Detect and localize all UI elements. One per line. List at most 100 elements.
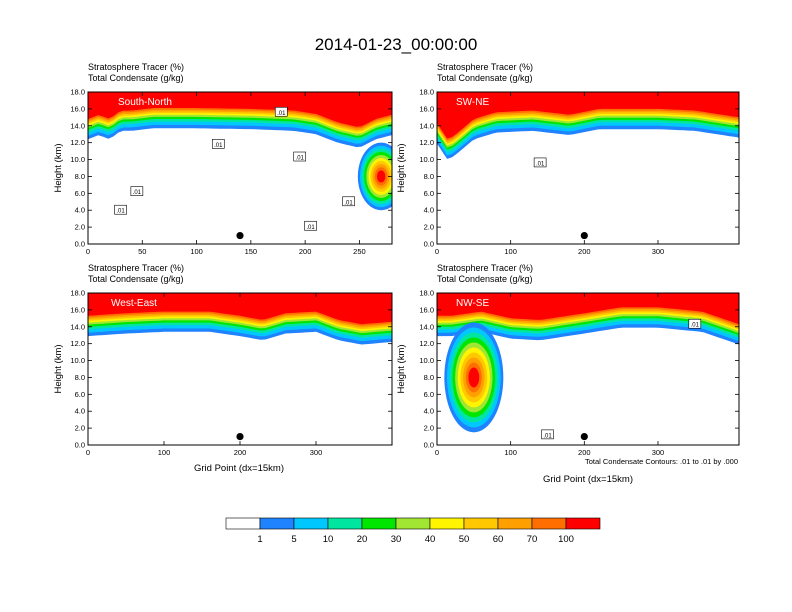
y-tick-label: 4.0 bbox=[75, 407, 85, 416]
contour-label-box bbox=[342, 196, 355, 207]
y-tick-label: 2.0 bbox=[75, 223, 85, 232]
y-tick-label: 8.0 bbox=[75, 373, 85, 382]
panel-name: SW-NE bbox=[456, 97, 489, 108]
tracer-band-10 bbox=[437, 293, 739, 325]
colorbar-swatch bbox=[429, 517, 465, 530]
y-tick-label: 18.0 bbox=[70, 289, 85, 298]
x-tick-label: 100 bbox=[190, 247, 203, 256]
colorbar-swatch bbox=[361, 517, 397, 530]
colorbar-swatch bbox=[565, 517, 601, 530]
site-marker bbox=[236, 432, 244, 441]
plot-frame bbox=[436, 292, 740, 446]
y-tick-label: 12.0 bbox=[70, 339, 85, 348]
colorbar-label: 40 bbox=[425, 534, 436, 545]
panel-subtitle-condensate: Total Condensate (g/kg) bbox=[437, 274, 533, 284]
contour-label-text: .01 bbox=[344, 200, 353, 206]
panel-nw-se: Stratosphere Tracer (%) Total Condensate… bbox=[396, 263, 740, 485]
colorbar-swatch bbox=[293, 517, 329, 530]
y-tick-label: 8.0 bbox=[75, 172, 85, 181]
x-tick-label: 0 bbox=[86, 448, 90, 457]
contour-label-box bbox=[533, 157, 547, 168]
y-axis-label: Height (km) bbox=[396, 344, 407, 393]
site-marker bbox=[580, 231, 588, 240]
x-tick-label: 200 bbox=[578, 247, 591, 256]
contour-label-text: .01 bbox=[214, 143, 223, 149]
y-tick-label: 10.0 bbox=[419, 155, 434, 164]
y-axis-label: Height (km) bbox=[53, 143, 64, 192]
y-tick-label: 16.0 bbox=[70, 104, 85, 113]
plot-frame bbox=[87, 91, 393, 245]
contour-label: .01 bbox=[211, 139, 225, 149]
contour-label: .01 bbox=[274, 106, 288, 117]
tracer-field: .01 .01 bbox=[437, 293, 739, 445]
y-tick-label: 18.0 bbox=[419, 289, 434, 298]
contour-label: .01 bbox=[533, 157, 547, 168]
colorbar-swatch bbox=[395, 517, 431, 530]
y-tick-label: 6.0 bbox=[75, 390, 85, 399]
panel-south-north: Stratosphere Tracer (%) Total Condensate… bbox=[53, 62, 393, 256]
x-tick-label: 0 bbox=[86, 247, 90, 256]
tracer-band-10 bbox=[88, 293, 392, 325]
panel-subtitle-condensate: Total Condensate (g/kg) bbox=[88, 274, 184, 284]
panel-sw-ne: Stratosphere Tracer (%) Total Condensate… bbox=[396, 62, 740, 256]
x-tick-label: 300 bbox=[652, 448, 665, 457]
x-tick-label: 100 bbox=[504, 448, 517, 457]
colorbar-label: 5 bbox=[291, 534, 296, 545]
colorbar-label: 60 bbox=[493, 534, 504, 545]
panel-name: NW-SE bbox=[456, 298, 489, 309]
y-tick-label: 2.0 bbox=[75, 424, 85, 433]
y-tick-label: 16.0 bbox=[419, 104, 434, 113]
panel-west-east: Stratosphere Tracer (%) Total Condensate… bbox=[53, 263, 393, 474]
tracer-band-10 bbox=[88, 92, 392, 127]
contour-label-box bbox=[304, 220, 317, 231]
y-tick-label: 18.0 bbox=[70, 88, 85, 97]
site-marker bbox=[580, 432, 588, 441]
contour-label-box bbox=[114, 204, 127, 215]
colorbar-swatch bbox=[531, 517, 567, 530]
y-tick-label: 6.0 bbox=[424, 390, 434, 399]
tracer-field: .01 .01 .01 .01 .01 .01 .01 bbox=[88, 92, 392, 244]
contour-label-text: .01 bbox=[543, 433, 552, 439]
x-axis-label: Grid Point (dx=15km) bbox=[543, 474, 633, 485]
x-tick-label: 0 bbox=[435, 448, 439, 457]
panel-name: West-East bbox=[111, 298, 157, 309]
y-axis-label: Height (km) bbox=[53, 344, 64, 393]
y-tick-label: 14.0 bbox=[70, 322, 85, 331]
y-tick-label: 14.0 bbox=[419, 121, 434, 130]
colorbar-swatch bbox=[497, 517, 533, 530]
x-tick-label: 150 bbox=[245, 247, 258, 256]
tracer-band-10 bbox=[437, 92, 739, 139]
y-tick-label: 4.0 bbox=[424, 206, 434, 215]
colorbar-swatch bbox=[259, 517, 295, 530]
x-tick-label: 200 bbox=[299, 247, 312, 256]
y-tick-label: 6.0 bbox=[424, 189, 434, 198]
contour-label-box bbox=[293, 151, 307, 162]
contour-label: .01 bbox=[541, 429, 554, 440]
panel-subtitle-tracer: Stratosphere Tracer (%) bbox=[437, 62, 533, 72]
contour-label-text: .01 bbox=[277, 111, 286, 117]
y-tick-label: 18.0 bbox=[419, 88, 434, 97]
y-tick-label: 6.0 bbox=[75, 189, 85, 198]
contour-label-box bbox=[688, 318, 702, 329]
y-tick-label: 0.0 bbox=[424, 441, 434, 450]
contour-label-box bbox=[211, 139, 225, 149]
contour-label-text: .01 bbox=[296, 156, 305, 162]
contour-label: .01 bbox=[688, 318, 702, 329]
y-axis-label: Height (km) bbox=[396, 143, 407, 192]
y-tick-label: 8.0 bbox=[424, 373, 434, 382]
y-tick-label: 0.0 bbox=[424, 240, 434, 249]
y-tick-label: 14.0 bbox=[419, 322, 434, 331]
y-tick-label: 16.0 bbox=[419, 305, 434, 314]
colorbar-label: 50 bbox=[459, 534, 470, 545]
x-tick-label: 300 bbox=[652, 247, 665, 256]
x-tick-label: 0 bbox=[435, 247, 439, 256]
x-tick-label: 50 bbox=[138, 247, 146, 256]
contour-label-box bbox=[541, 429, 554, 440]
contour-label-text: .01 bbox=[116, 209, 125, 215]
y-tick-label: 12.0 bbox=[70, 138, 85, 147]
x-tick-label: 100 bbox=[504, 247, 517, 256]
y-tick-label: 12.0 bbox=[419, 339, 434, 348]
y-tick-label: 4.0 bbox=[75, 206, 85, 215]
tracer-field: .01 bbox=[437, 92, 739, 244]
